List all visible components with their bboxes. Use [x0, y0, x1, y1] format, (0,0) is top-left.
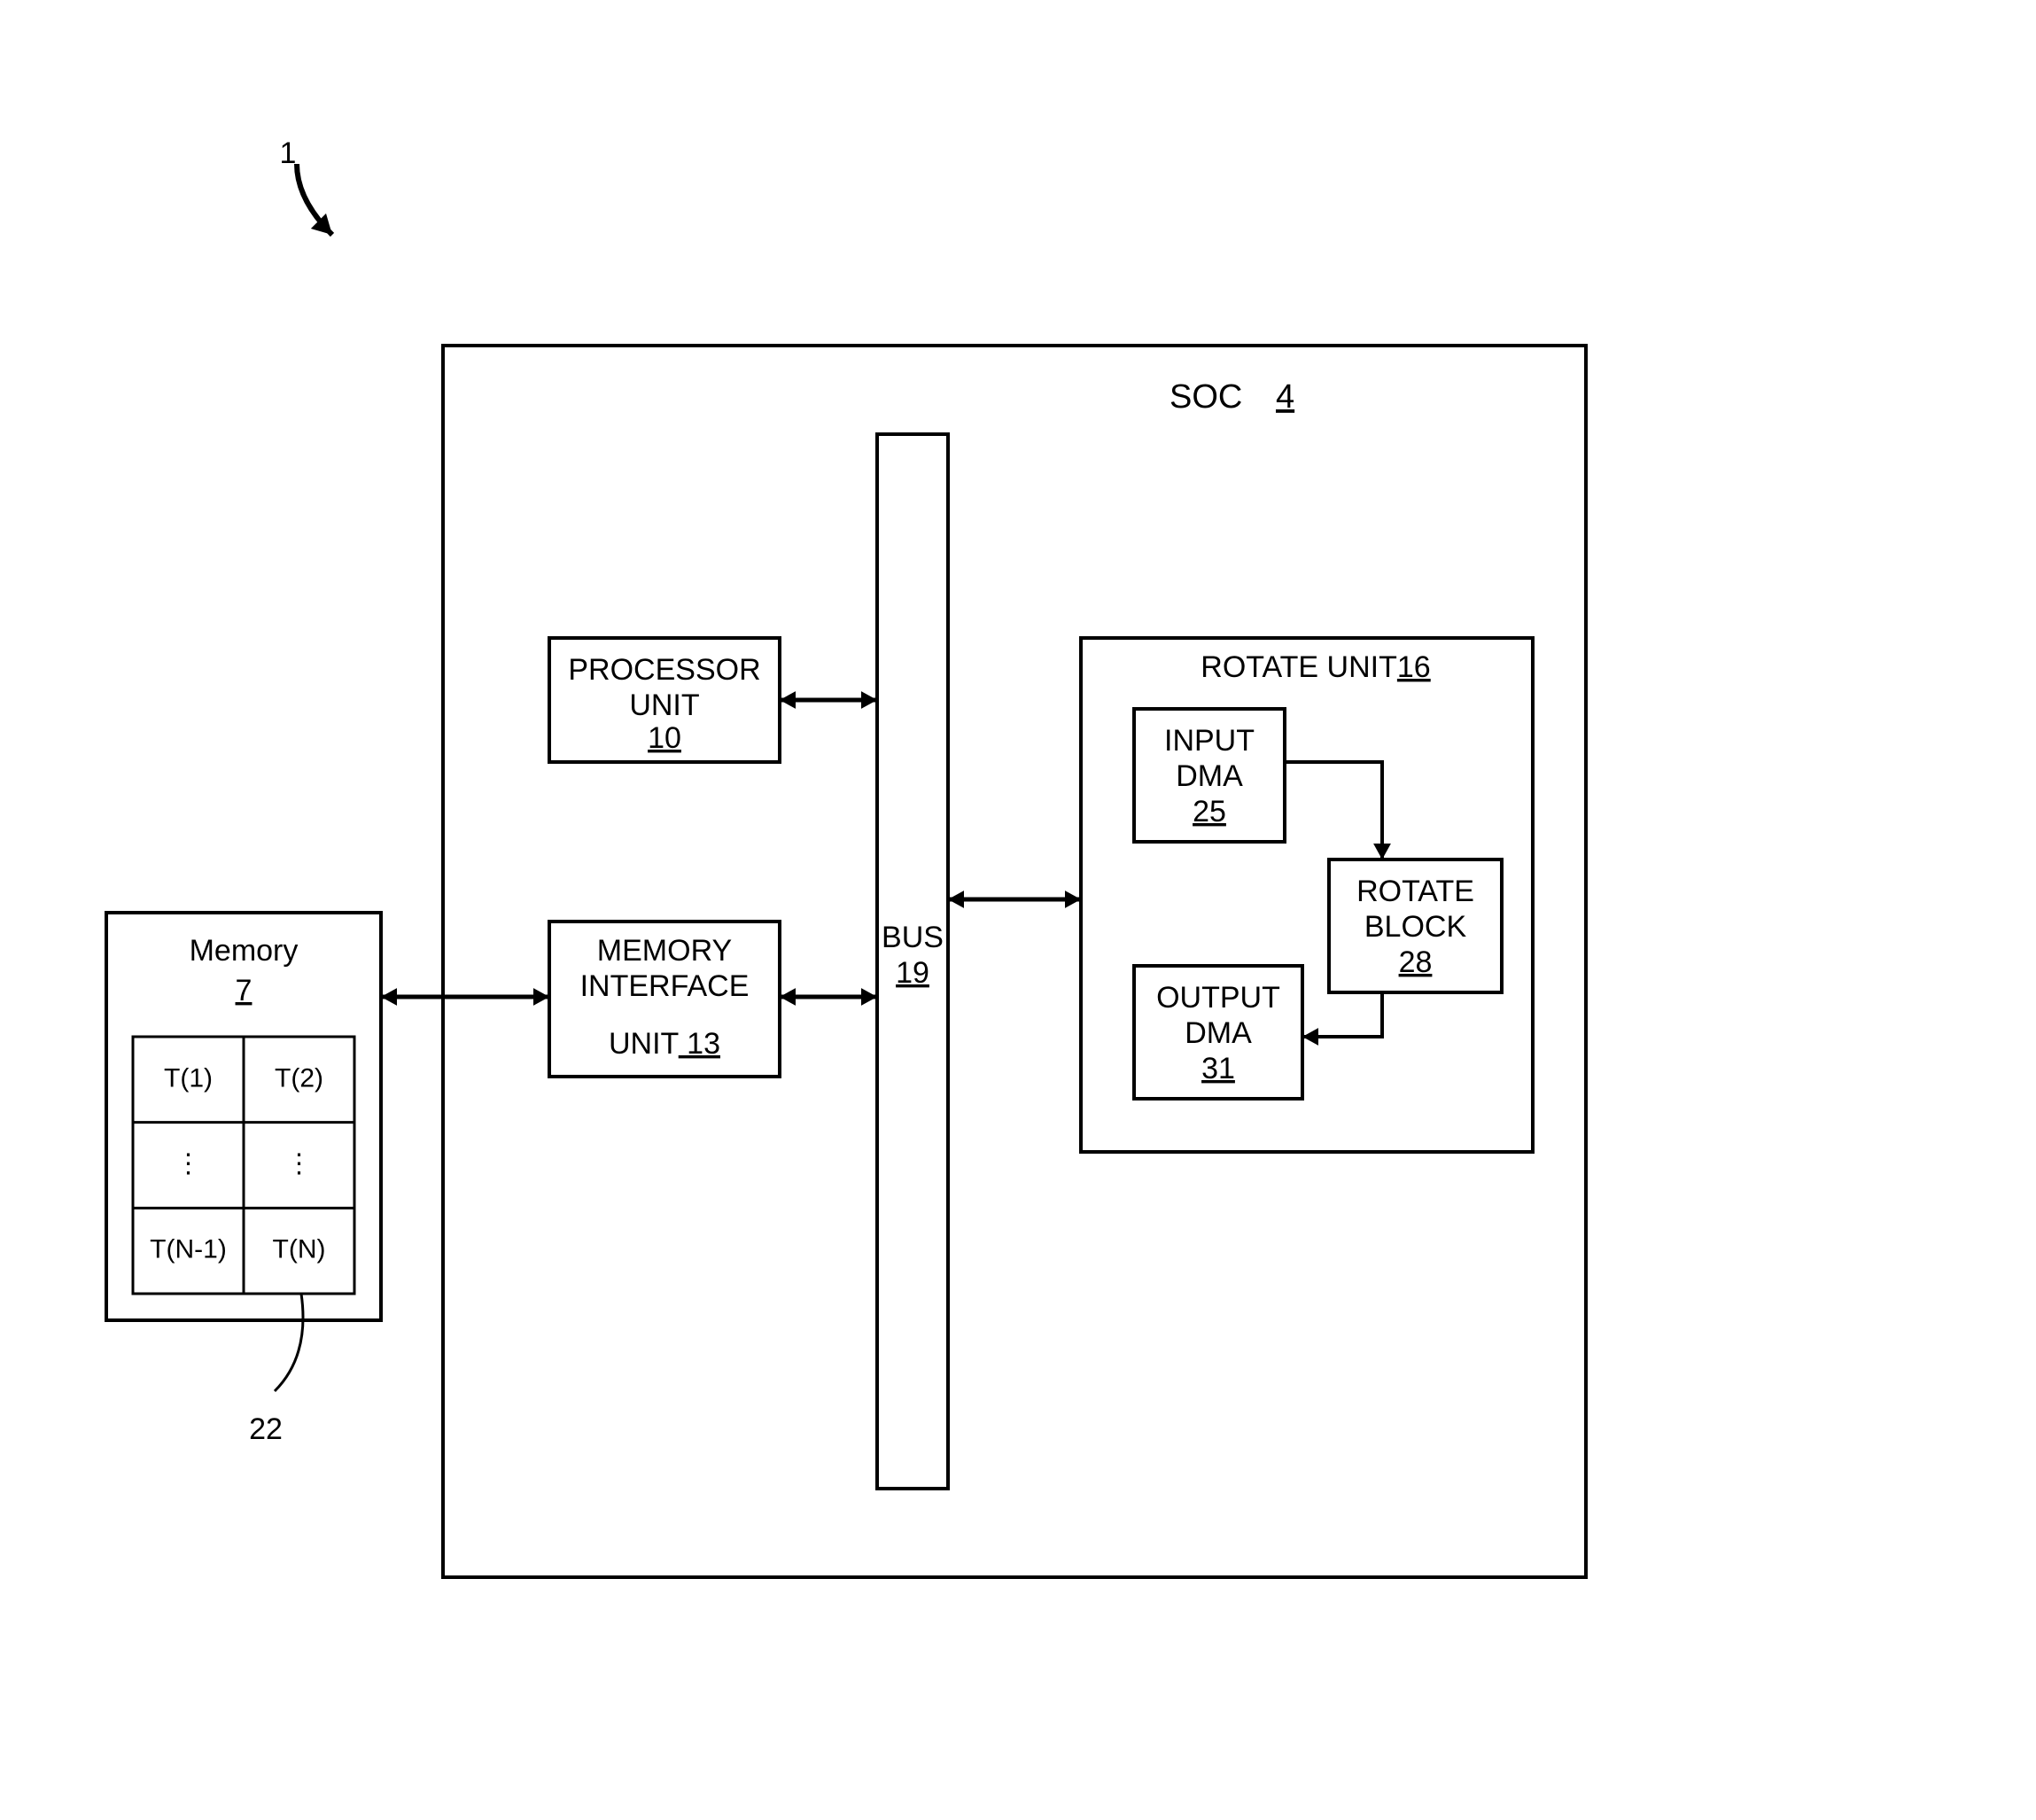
- tile-cell: T(1): [164, 1063, 213, 1093]
- figure-number: 1: [280, 136, 297, 170]
- memory-label: Memory: [190, 934, 299, 968]
- rotate-unit-label: ROTATE UNIT16: [1201, 650, 1430, 684]
- processor-label2: UNIT: [629, 688, 699, 722]
- rotate-block-num: 28: [1399, 945, 1433, 979]
- bus-num: 19: [896, 956, 929, 990]
- input-dma-l2: DMA: [1176, 759, 1243, 793]
- tile-cell: ⋮: [175, 1149, 202, 1178]
- tile-cell: ⋮: [286, 1149, 313, 1178]
- output-dma-l2: DMA: [1185, 1016, 1252, 1050]
- memory-if-l2: INTERFACE: [580, 969, 750, 1003]
- memory-num: 7: [236, 974, 253, 1007]
- input-dma-l1: INPUT: [1164, 724, 1255, 758]
- rotate-block-l2: BLOCK: [1364, 910, 1467, 944]
- tile-callout-num: 22: [249, 1412, 283, 1446]
- tile-cell: T(2): [275, 1063, 323, 1093]
- memory-if-l3: UNIT 13: [609, 1027, 720, 1061]
- processor-label1: PROCESSOR: [568, 653, 760, 687]
- bus-label: BUS: [882, 921, 944, 954]
- output-dma-num: 31: [1201, 1052, 1235, 1085]
- memory-if-l1: MEMORY: [597, 934, 732, 968]
- tile-cell: T(N): [273, 1235, 326, 1264]
- rotate-block-l1: ROTATE: [1356, 875, 1474, 908]
- processor-num: 10: [648, 721, 681, 755]
- soc-num: 4: [1276, 378, 1294, 416]
- input-dma-num: 25: [1193, 795, 1226, 828]
- output-dma-l1: OUTPUT: [1156, 981, 1280, 1015]
- soc-label: SOC: [1170, 378, 1242, 416]
- tile-cell: T(N-1): [150, 1235, 227, 1264]
